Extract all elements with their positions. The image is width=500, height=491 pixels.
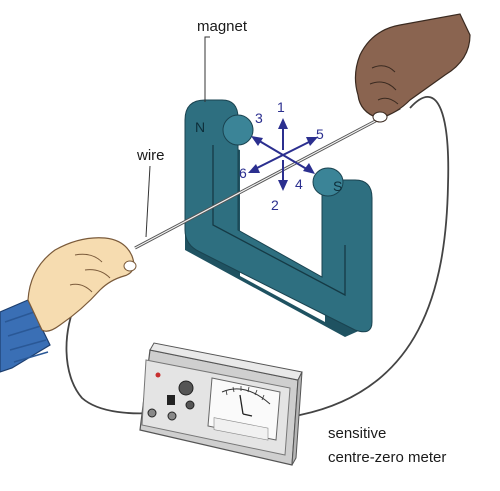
meter-label-line2: centre-zero meter [328,449,446,466]
direction-label-3: 3 [255,110,263,126]
wire-leader-line [145,165,151,238]
south-pole-label: S [333,178,342,194]
meter-knob [178,380,194,396]
direction-label-1: 1 [277,99,285,115]
meter-switch [167,395,175,405]
north-pole-top [222,114,254,146]
magnet-leader-line [204,36,210,102]
meter-terminal-left [147,408,157,418]
meter-terminal-right [167,411,177,421]
circuit-wire-left [65,297,153,415]
south-pole-top [312,167,344,197]
north-pole-label: N [195,119,205,135]
direction-label-6: 6 [239,165,247,181]
meter-button [185,400,195,410]
magnet-label: magnet [197,18,248,35]
horseshoe-magnet: N S [184,99,373,337]
direction-label-2: 2 [271,197,279,213]
centre-zero-meter [139,342,303,466]
direction-label-4: 4 [295,176,303,192]
meter-indicator-led [155,372,161,378]
direction-arrows [248,118,318,191]
wire-label: wire [136,147,165,164]
meter-label-line1: sensitive [328,425,386,442]
left-hand [0,237,137,373]
meter-needle [239,394,244,415]
right-hand [354,13,471,123]
direction-label-5: 5 [316,126,324,142]
